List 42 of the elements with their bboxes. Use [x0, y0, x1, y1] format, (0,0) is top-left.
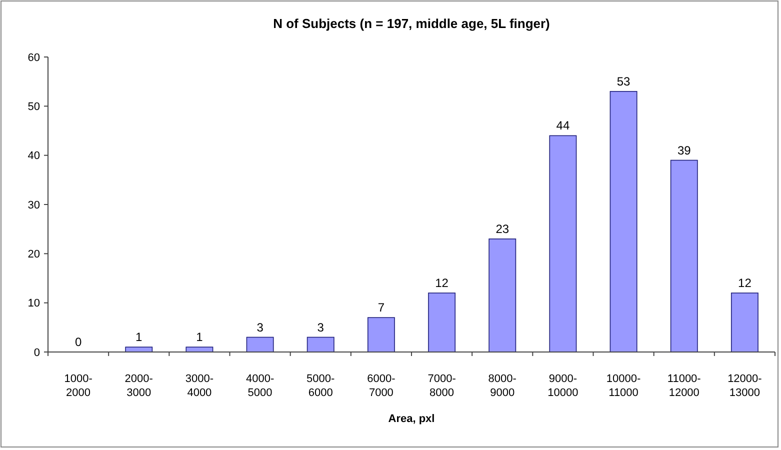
bar [428, 292, 456, 352]
x-tick-label: 5000-6000 [306, 373, 336, 399]
data-label: 23 [496, 222, 510, 236]
data-label: 12 [738, 276, 752, 290]
data-label: 3 [317, 320, 324, 334]
x-tick-label: 7000-8000 [428, 373, 456, 399]
data-label: 39 [677, 143, 692, 158]
data-label: 1 [196, 330, 204, 344]
x-tick-label: 8000-9000 [488, 373, 517, 399]
y-tick-label: 20 [28, 248, 40, 261]
y-tick-label: 40 [28, 150, 40, 162]
x-tick-label: 2000-3000 [124, 373, 154, 399]
x-tick-label: 11000-12000 [667, 373, 702, 399]
x-tick-label: 10000-11000 [606, 373, 641, 399]
bar [367, 317, 395, 352]
data-label: 12 [435, 276, 449, 290]
x-tick-label: 4000-5000 [246, 373, 274, 399]
bar [549, 135, 577, 352]
y-tick-label: 10 [28, 298, 40, 310]
bar [246, 336, 274, 352]
x-tick-label: 9000-10000 [548, 373, 578, 399]
bar [306, 336, 334, 352]
y-tick-label: 60 [28, 52, 40, 64]
bar [730, 292, 758, 352]
y-tick-label: 0 [34, 346, 40, 359]
y-tick-label: 50 [28, 101, 40, 114]
chart-title: N of Subjects (n = 197, middle age, 5L finger) [273, 16, 550, 31]
data-label: 44 [556, 118, 570, 133]
y-tick-label: 30 [28, 199, 40, 212]
data-label: 0 [74, 335, 82, 349]
x-tick-label: 1000-2000 [64, 373, 93, 399]
x-tick-label: 6000-7000 [367, 373, 396, 399]
data-label: 3 [256, 320, 264, 334]
data-label: 1 [136, 330, 143, 344]
bar [610, 91, 638, 352]
data-label: 53 [616, 74, 631, 88]
bar [670, 160, 698, 352]
x-tick-label: 3000-4000 [185, 373, 214, 399]
bar [488, 238, 516, 352]
x-axis-title: Area, pxl [388, 413, 435, 425]
data-label: 7 [378, 300, 385, 315]
x-tick-label: 12000-13000 [728, 373, 762, 399]
